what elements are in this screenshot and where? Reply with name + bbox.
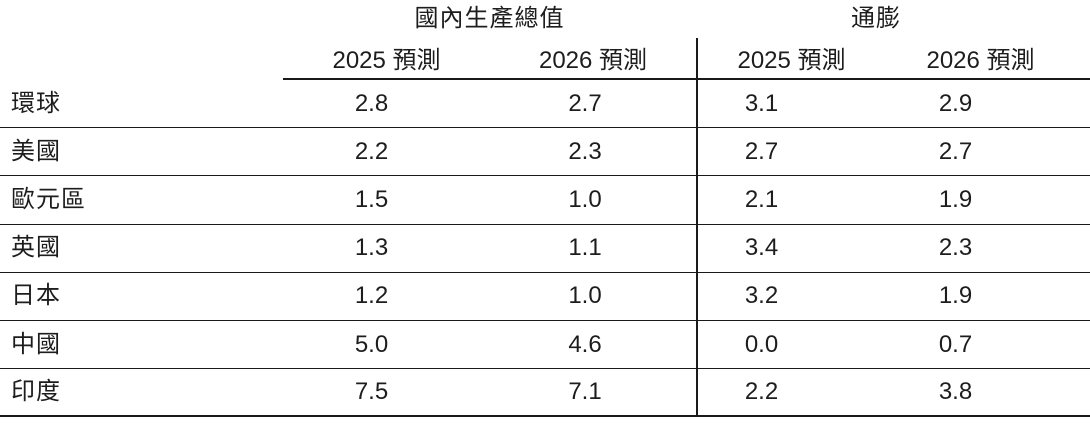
cell-inflation-2025: 3.2	[696, 272, 893, 321]
cell-gdp-2025: 2.8	[283, 80, 490, 129]
cell-inflation-2026: 1.9	[893, 273, 1090, 321]
subheader-gdp-2025: 2025 預測	[283, 38, 490, 80]
cell-inflation-2025: 2.7	[696, 128, 893, 177]
cell-inflation-2025: 0.0	[696, 320, 893, 370]
subheader-inflation-2026: 2026 預測	[893, 38, 1090, 80]
corner-spacer	[0, 0, 283, 38]
cell-gdp-2026: 4.6	[490, 321, 696, 370]
table-grid: 國內生產總值 通膨 2025 預測 2026 預測 2025 預測 2026 預…	[0, 0, 1090, 418]
cell-gdp-2026: 1.1	[490, 225, 696, 273]
cell-inflation-2025: 2.1	[696, 176, 893, 225]
group-header-gdp: 國內生產總值	[414, 5, 565, 32]
cell-gdp-2026: 2.3	[490, 128, 696, 177]
cell-gdp-2026: 7.1	[490, 369, 696, 418]
cell-gdp-2025: 1.2	[283, 273, 490, 321]
subheader-inflation-2025: 2025 預測	[696, 38, 893, 80]
cell-inflation-2026: 2.9	[893, 80, 1090, 129]
group-header-inflation: 通膨	[851, 5, 901, 32]
cell-inflation-2025: 3.1	[696, 80, 893, 129]
cell-gdp-2026: 1.0	[490, 176, 696, 225]
subheader-gdp-2026: 2026 預測	[490, 38, 696, 80]
cell-gdp-2025: 5.0	[283, 321, 490, 370]
row-label-us: 美國	[0, 128, 283, 177]
row-label-china: 中國	[0, 321, 283, 370]
cell-gdp-2025: 1.3	[283, 225, 490, 273]
cell-gdp-2025: 7.5	[283, 369, 490, 418]
cell-inflation-2026: 2.3	[893, 225, 1090, 273]
cell-inflation-2026: 1.9	[893, 176, 1090, 225]
cell-gdp-2025: 1.5	[283, 176, 490, 225]
row-label-japan: 日本	[0, 273, 283, 321]
subheader-spacer	[0, 38, 283, 80]
cell-inflation-2026: 3.8	[893, 369, 1090, 418]
row-label-global: 環球	[0, 80, 283, 129]
cell-inflation-2025: 3.4	[696, 224, 893, 273]
row-label-eurozone: 歐元區	[0, 176, 283, 225]
cell-gdp-2025: 2.2	[283, 128, 490, 177]
row-label-uk: 英國	[0, 225, 283, 273]
cell-gdp-2026: 1.0	[490, 273, 696, 321]
cell-inflation-2026: 0.7	[893, 321, 1090, 370]
cell-inflation-2026: 2.7	[893, 128, 1090, 177]
row-label-india: 印度	[0, 369, 283, 418]
cell-gdp-2026: 2.7	[490, 80, 696, 129]
cell-inflation-2025: 2.2	[696, 369, 893, 418]
